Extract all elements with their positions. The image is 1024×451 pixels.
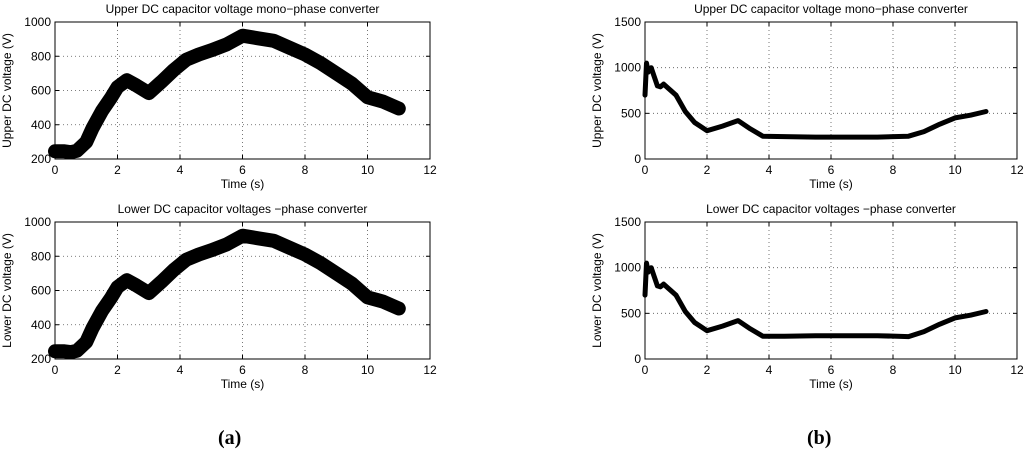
caption-b: (b) — [807, 427, 832, 449]
y-tick-label: 1500 — [614, 15, 641, 29]
series-line — [48, 228, 406, 360]
y-axis-label: Lower DC voltage (V) — [0, 233, 14, 348]
x-tick-label: 10 — [948, 363, 962, 377]
y-tick-label: 200 — [31, 352, 51, 366]
y-tick-label: 500 — [621, 106, 641, 120]
y-tick-label: 1000 — [614, 61, 641, 75]
x-tick-label: 2 — [114, 363, 121, 377]
x-tick-label: 10 — [948, 163, 962, 177]
y-tick-label: 600 — [31, 84, 51, 98]
y-tick-label: 400 — [31, 318, 51, 332]
chart-title: Lower DC capacitor voltages −phase conve… — [118, 202, 368, 216]
x-axis-label: Time (s) — [221, 377, 265, 391]
y-tick-label: 1000 — [614, 261, 641, 275]
x-tick-label: 6 — [828, 163, 835, 177]
x-tick-label: 2 — [114, 163, 121, 177]
y-tick-label: 800 — [31, 249, 51, 263]
y-tick-label: 0 — [634, 352, 641, 366]
series-line — [48, 28, 406, 160]
x-tick-label: 6 — [828, 363, 835, 377]
x-tick-label: 0 — [52, 363, 59, 377]
x-axis-label: Time (s) — [809, 177, 853, 191]
y-tick-label: 200 — [31, 152, 51, 166]
chart-2: 0 2 4 6 8 10 12 200 400 600 800 1000 Lower DC capaci… — [0, 202, 437, 391]
series-line — [642, 60, 989, 140]
y-tick-label: 0 — [634, 152, 641, 166]
y-tick-label: 1000 — [24, 15, 51, 29]
x-tick-label: 12 — [423, 163, 437, 177]
x-tick-label: 4 — [766, 363, 773, 377]
x-tick-label: 0 — [642, 363, 649, 377]
x-axis-label: Time (s) — [809, 377, 853, 391]
x-tick-label: 2 — [704, 363, 711, 377]
y-tick-label: 1500 — [614, 215, 641, 229]
x-tick-label: 8 — [302, 363, 309, 377]
x-tick-label: 0 — [642, 163, 649, 177]
x-tick-label: 2 — [704, 163, 711, 177]
x-axis-label: Time (s) — [221, 177, 265, 191]
chart-title: Upper DC capacitor voltage mono−phase co… — [694, 2, 968, 16]
x-tick-label: 12 — [1010, 363, 1024, 377]
y-axis-label: Upper DC voltage (V) — [0, 33, 14, 148]
series-line — [642, 260, 989, 340]
y-tick-label: 1000 — [24, 215, 51, 229]
x-tick-label: 10 — [361, 163, 375, 177]
y-axis-label: Lower DC voltage (V) — [590, 233, 604, 348]
chart-4: 0 2 4 6 8 10 12 0 500 1000 1500 Lower DC capacitor … — [590, 202, 1024, 391]
x-tick-label: 8 — [890, 363, 897, 377]
y-tick-label: 800 — [31, 49, 51, 63]
chart-title: Upper DC capacitor voltage mono−phase co… — [106, 2, 380, 16]
x-tick-label: 6 — [239, 163, 246, 177]
chart-3: 0 2 4 6 8 10 12 0 500 1000 1500 Upper DC capacitor … — [590, 2, 1024, 191]
y-tick-label: 500 — [621, 306, 641, 320]
chart-1: 0 2 4 6 8 10 12 200 400 600 800 1000 Upper DC capaci… — [0, 2, 437, 191]
x-tick-label: 10 — [361, 363, 375, 377]
caption-a: (a) — [218, 427, 242, 449]
x-tick-label: 4 — [177, 163, 184, 177]
y-tick-label: 400 — [31, 118, 51, 132]
x-tick-label: 4 — [177, 363, 184, 377]
chart-title: Lower DC capacitor voltages −phase conve… — [706, 202, 956, 216]
x-tick-label: 12 — [423, 363, 437, 377]
y-tick-label: 600 — [31, 284, 51, 298]
y-axis-label: Upper DC voltage (V) — [590, 33, 604, 148]
x-tick-label: 12 — [1010, 163, 1024, 177]
x-tick-label: 4 — [766, 163, 773, 177]
x-tick-label: 0 — [52, 163, 59, 177]
x-tick-label: 8 — [890, 163, 897, 177]
x-tick-label: 8 — [302, 163, 309, 177]
x-tick-label: 6 — [239, 363, 246, 377]
